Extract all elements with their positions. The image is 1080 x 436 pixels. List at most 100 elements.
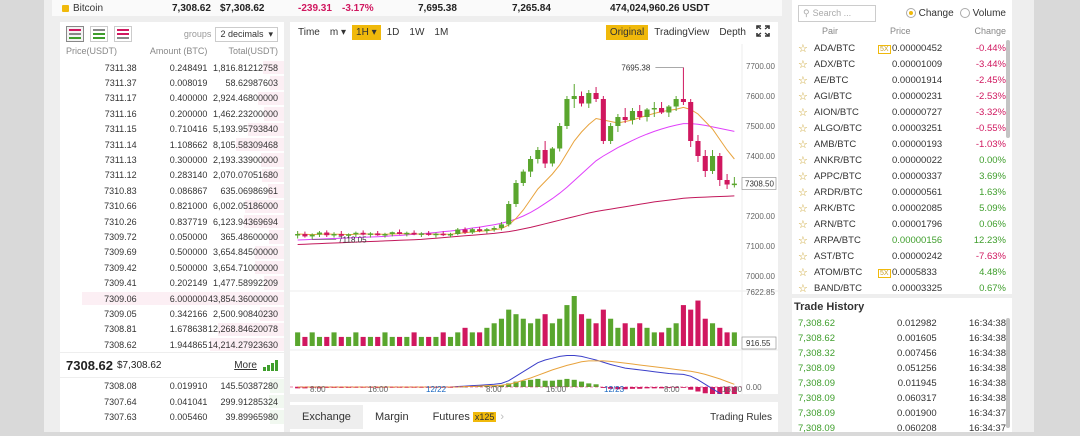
candle-body[interactable] (557, 126, 563, 149)
ask-row[interactable]: 7309.42 0.500000 3,654.71000000 (60, 260, 284, 275)
candle-body[interactable] (542, 150, 548, 164)
market-search-input[interactable]: ⚲ Search ... (798, 4, 876, 22)
candle-body[interactable] (367, 233, 373, 235)
candle-body[interactable] (353, 232, 359, 235)
star-icon[interactable]: ☆ (798, 58, 808, 71)
ask-row[interactable]: 7309.06 6.000000 43,854.36000000 (60, 291, 284, 306)
market-row[interactable]: ☆ ATOM/BTC 5X 0.0005833 4.48% (792, 264, 1012, 280)
candle-body[interactable] (346, 234, 352, 236)
ask-row[interactable]: 7311.16 0.200000 1,462.23200000 (60, 106, 284, 121)
candle-body[interactable] (447, 234, 454, 236)
star-icon[interactable]: ☆ (798, 218, 808, 231)
minute-interval-select[interactable]: m ▾ (326, 25, 350, 40)
markets-scrollbar[interactable] (1006, 40, 1010, 138)
candle-body[interactable] (324, 232, 330, 236)
candle-body[interactable] (477, 229, 483, 231)
candle-body[interactable] (673, 99, 679, 107)
candle-body[interactable] (418, 233, 424, 235)
ask-row[interactable]: 7309.72 0.050000 365.48600000 (60, 229, 284, 244)
more-link[interactable]: More (234, 359, 257, 371)
candle-body[interactable] (520, 171, 526, 183)
candle-body[interactable] (469, 229, 475, 233)
candle-body[interactable] (702, 156, 708, 171)
star-icon[interactable]: ☆ (798, 170, 808, 183)
star-icon[interactable]: ☆ (798, 42, 808, 55)
market-row[interactable]: ☆ AE/BTC 0.00001914 -2.45% (792, 72, 1012, 88)
ask-row[interactable]: 7311.38 0.248491 1,816.81212758 (60, 60, 284, 75)
star-icon[interactable]: ☆ (798, 282, 808, 295)
candle-body[interactable] (731, 183, 737, 186)
star-icon[interactable]: ☆ (798, 122, 808, 135)
candle-body[interactable] (433, 233, 439, 236)
candle-body[interactable] (528, 159, 534, 172)
hour-interval-select[interactable]: 1H ▾ (352, 24, 381, 40)
tab-margin[interactable]: Margin (363, 405, 421, 429)
ask-row[interactable]: 7309.41 0.202149 1,477.58992209 (60, 275, 284, 290)
header-price[interactable]: Price (890, 26, 911, 36)
market-row[interactable]: ☆ AION/BTC 0.00000727 -3.32% (792, 104, 1012, 120)
market-row[interactable]: ☆ AST/BTC 0.00000242 -7.63% (792, 248, 1012, 264)
candle-body[interactable] (440, 233, 446, 236)
market-row[interactable]: ☆ APPC/BTC 0.00000337 3.69% (792, 168, 1012, 184)
header-change[interactable]: Change (974, 26, 1006, 36)
bid-row[interactable]: 7307.64 0.041041 299.91285324 (60, 394, 284, 409)
market-row[interactable]: ☆ AGI/BTC 0.00000231 -2.53% (792, 88, 1012, 104)
candle-body[interactable] (578, 96, 585, 104)
candle-body[interactable] (389, 232, 395, 234)
candle-body[interactable] (491, 228, 497, 230)
bid-row[interactable]: 7308.08 0.019910 145.50387280 (60, 378, 284, 393)
market-row[interactable]: ☆ ARPA/BTC 0.00000156 12.23% (792, 232, 1012, 248)
star-icon[interactable]: ☆ (798, 138, 808, 151)
decimals-select[interactable]: 2 decimals ▾ (215, 26, 278, 42)
candle-body[interactable] (396, 232, 403, 234)
candle-body[interactable] (593, 93, 599, 99)
bids-only-view-icon[interactable] (90, 26, 108, 42)
coin-name[interactable]: Bitcoin (62, 3, 103, 14)
star-icon[interactable]: ☆ (798, 202, 808, 215)
ask-row[interactable]: 7309.69 0.500000 3,654.84500000 (60, 245, 284, 260)
market-row[interactable]: ☆ BAND/BTC 0.00003325 0.67% (792, 280, 1012, 296)
candle-body[interactable] (549, 148, 555, 164)
candle-body[interactable] (717, 156, 723, 180)
candle-body[interactable] (709, 156, 716, 171)
depth-button[interactable]: Depth (719, 26, 746, 38)
candle-body[interactable] (404, 232, 410, 235)
candle-body[interactable] (302, 234, 308, 237)
candle-body[interactable] (411, 232, 417, 235)
ask-row[interactable]: 7311.17 0.400000 2,924.46800000 (60, 91, 284, 106)
header-pair[interactable]: Pair (822, 26, 839, 36)
ask-row[interactable]: 7310.66 0.821000 6,002.05186000 (60, 199, 284, 214)
market-row[interactable]: ☆ ADA/BTC 5X 0.00000452 -0.44% (792, 40, 1012, 56)
trading-rules-link[interactable]: Trading Rules (710, 411, 772, 423)
candle-body[interactable] (644, 109, 650, 118)
candle-body[interactable] (295, 234, 301, 236)
candle-body[interactable] (375, 233, 381, 236)
candle-body[interactable] (608, 126, 614, 141)
candle-body[interactable] (586, 93, 592, 104)
tab-exchange[interactable]: Exchange (290, 405, 363, 429)
ask-row[interactable]: 7308.81 1.678638 12,268.84620078 (60, 322, 284, 337)
candle-body[interactable] (629, 111, 636, 120)
ask-row[interactable]: 7309.05 0.342166 2,500.90840230 (60, 306, 284, 321)
market-row[interactable]: ☆ ARN/BTC 0.00001796 0.06% (792, 216, 1012, 232)
candle-body[interactable] (513, 183, 519, 204)
interval-1w-button[interactable]: 1W (409, 26, 425, 38)
interval-1m-button[interactable]: 1M (434, 26, 449, 38)
star-icon[interactable]: ☆ (798, 154, 808, 167)
market-row[interactable]: ☆ AMB/BTC 0.00000193 -1.03% (792, 136, 1012, 152)
ask-row[interactable]: 7310.26 0.837719 6,123.94369694 (60, 214, 284, 229)
both-sides-view-icon[interactable] (66, 26, 84, 42)
ask-row[interactable]: 7308.62 1.944865 14,214.27923630 (60, 337, 284, 352)
tradingview-button[interactable]: TradingView (654, 26, 710, 38)
original-view-button[interactable]: Original (605, 24, 649, 40)
ask-row[interactable]: 7311.14 1.108662 8,105.58309468 (60, 137, 284, 152)
ask-row[interactable]: 7310.83 0.086867 635.06986961 (60, 183, 284, 198)
ask-row[interactable]: 7311.13 0.300000 2,193.33900000 (60, 152, 284, 167)
candle-body[interactable] (338, 234, 344, 236)
market-row[interactable]: ☆ ARK/BTC 0.00002085 5.09% (792, 200, 1012, 216)
asks-only-view-icon[interactable] (114, 26, 132, 42)
market-row[interactable]: ☆ ARDR/BTC 0.00000561 1.63% (792, 184, 1012, 200)
market-row[interactable]: ☆ ALGO/BTC 0.00003251 -0.55% (792, 120, 1012, 136)
candle-body[interactable] (535, 150, 541, 159)
candle-body[interactable] (309, 234, 315, 237)
